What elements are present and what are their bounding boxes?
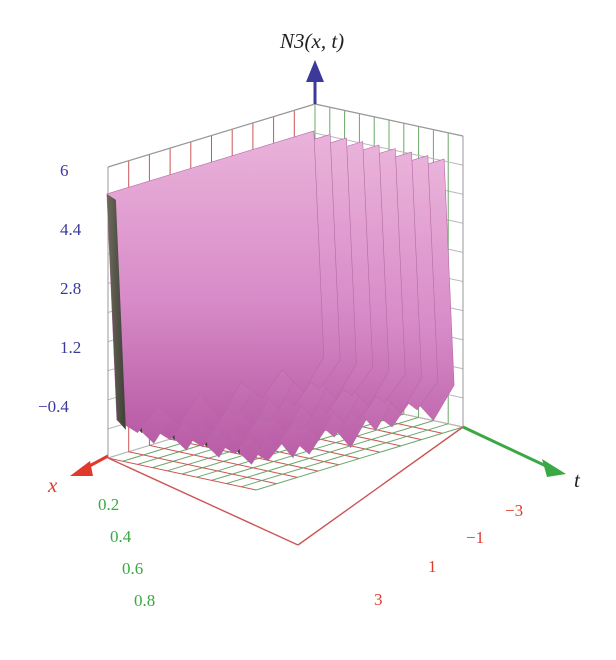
grid-line [211, 416, 419, 481]
z-tick-label: 2.8 [60, 279, 81, 298]
t-tick-label: −3 [505, 501, 523, 520]
t-tick-label: −1 [466, 528, 484, 547]
grid-line [149, 444, 298, 478]
x-axis-arrow [70, 461, 93, 476]
grid-line [297, 426, 464, 546]
x-axis-title: x [47, 473, 58, 497]
x-tick-label: 0.8 [134, 591, 155, 610]
grid-line [107, 457, 299, 546]
grid-line [107, 457, 257, 491]
z-tick-label: 6 [60, 161, 69, 180]
surface-sheets [106, 130, 455, 465]
grid-line [226, 420, 434, 485]
t-tick-label: 1 [428, 557, 437, 576]
z-tick-label: −0.4 [38, 397, 69, 416]
x-tick-label: 0.6 [122, 559, 143, 578]
z-axis-title: N3(x, t) [279, 29, 344, 53]
surface-sheet-edge [106, 193, 126, 430]
grid-line [314, 103, 464, 137]
grid-line [107, 103, 316, 168]
t-axis-line [462, 425, 547, 468]
x-tick-label: 0.4 [110, 527, 132, 546]
x-tick-label: 0.2 [98, 495, 119, 514]
z-tick-label: 1.2 [60, 338, 81, 357]
t-tick-label: 3 [374, 590, 383, 609]
grid-line [128, 451, 277, 485]
z-tick-label: 4.4 [60, 220, 82, 239]
axes [70, 60, 566, 477]
grid-line [314, 132, 464, 166]
grid-line [255, 426, 464, 491]
z-axis-arrow [306, 60, 324, 82]
grid-line [241, 423, 449, 488]
t-axis-arrow [542, 459, 566, 477]
t-axis-title: t [574, 468, 581, 492]
